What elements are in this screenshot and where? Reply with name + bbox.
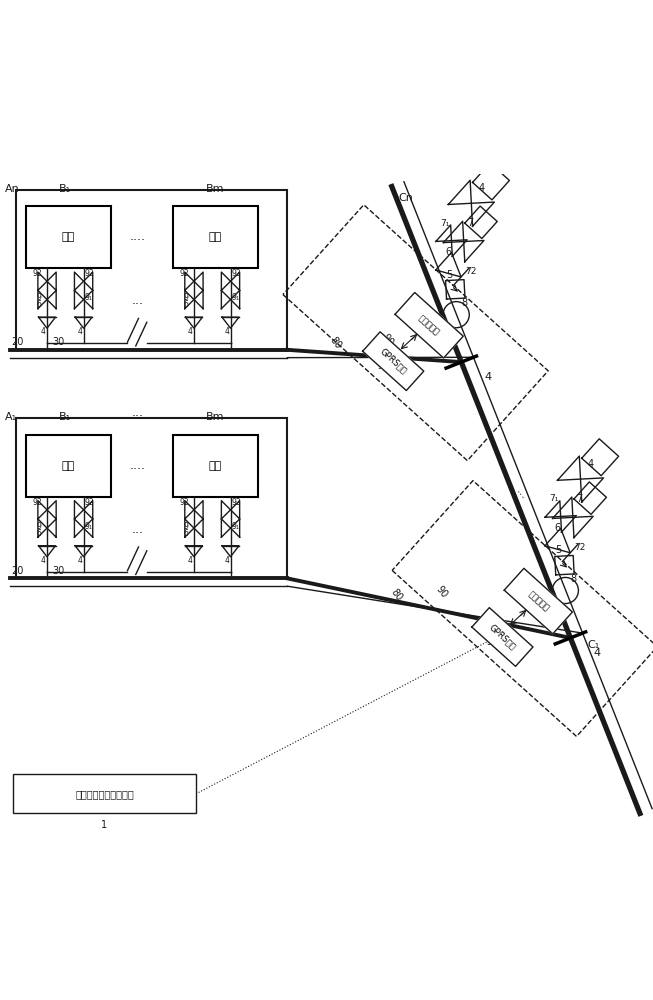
Text: 数据采集器: 数据采集器 (526, 589, 550, 613)
Text: ....: .... (129, 459, 145, 472)
Bar (173, 206, 258, 268)
Text: 9₁: 9₁ (232, 293, 240, 302)
Text: 5: 5 (446, 270, 453, 280)
Bar (173, 435, 258, 497)
Text: 4: 4 (77, 327, 82, 336)
Bar (26, 206, 111, 268)
Text: 20: 20 (11, 337, 24, 347)
Text: 72: 72 (574, 543, 586, 552)
Text: 4: 4 (224, 556, 229, 565)
Text: 92: 92 (179, 269, 189, 278)
Polygon shape (362, 332, 424, 391)
Text: 9: 9 (37, 522, 42, 531)
Text: 9: 9 (37, 293, 42, 302)
Text: 4: 4 (587, 459, 594, 469)
Text: 用户: 用户 (209, 461, 222, 471)
Text: 8: 8 (571, 574, 577, 584)
Text: Bm: Bm (206, 184, 225, 194)
Text: ....: .... (129, 230, 145, 243)
Text: Bm: Bm (206, 412, 225, 422)
Text: 92: 92 (85, 498, 95, 507)
Text: 9₁: 9₁ (85, 293, 93, 302)
Text: 6: 6 (37, 300, 42, 309)
Text: 6: 6 (184, 529, 189, 538)
Text: 4: 4 (484, 372, 491, 382)
Text: 1: 1 (101, 820, 108, 830)
Text: 30: 30 (52, 337, 65, 347)
Text: 7: 7 (577, 494, 582, 504)
Text: B₁: B₁ (59, 184, 71, 194)
Text: ...: ... (131, 406, 143, 419)
Text: 4: 4 (40, 327, 46, 336)
Text: 用户: 用户 (209, 232, 222, 242)
Text: 30: 30 (52, 566, 65, 576)
Polygon shape (472, 608, 533, 666)
Bar (13, 774, 196, 813)
Text: 8: 8 (462, 298, 468, 308)
Bar (16, 418, 287, 578)
Text: 4: 4 (187, 556, 193, 565)
Text: ...: ... (513, 485, 532, 502)
Text: 用户: 用户 (62, 461, 75, 471)
Text: 数据采集器: 数据采集器 (417, 314, 441, 337)
Text: 4: 4 (40, 556, 46, 565)
Text: 4: 4 (224, 327, 229, 336)
Text: 9₁: 9₁ (232, 522, 240, 531)
Text: A₁: A₁ (5, 412, 18, 422)
Text: ...: ... (131, 523, 143, 536)
Text: ...: ... (131, 294, 143, 307)
Bar (26, 435, 111, 497)
Text: 9: 9 (184, 522, 189, 531)
Text: 用户: 用户 (62, 232, 75, 242)
Text: C₁: C₁ (588, 640, 600, 650)
Text: 6: 6 (184, 300, 189, 309)
Text: 4: 4 (187, 327, 193, 336)
Text: 92: 92 (32, 269, 42, 278)
Text: 7₁: 7₁ (549, 494, 559, 503)
Text: 92: 92 (32, 498, 42, 507)
Text: 92: 92 (232, 498, 242, 507)
Text: 6: 6 (445, 247, 451, 257)
Text: B₁: B₁ (59, 412, 71, 422)
Text: 4: 4 (594, 648, 601, 658)
Text: 92: 92 (85, 269, 95, 278)
Text: 2: 2 (522, 593, 528, 603)
Bar (16, 190, 287, 350)
Text: 7: 7 (467, 218, 473, 228)
Text: 92: 92 (179, 498, 189, 507)
Text: 4: 4 (77, 556, 82, 565)
Text: 80: 80 (327, 335, 343, 351)
Text: 4: 4 (478, 183, 484, 193)
Text: Cn: Cn (398, 193, 413, 203)
Text: 3: 3 (377, 361, 383, 371)
Polygon shape (504, 568, 573, 634)
Text: 72: 72 (465, 267, 477, 276)
Text: 90: 90 (434, 584, 450, 600)
Text: GPRS模块: GPRS模块 (487, 623, 518, 651)
Text: 2: 2 (413, 317, 419, 327)
Text: 20: 20 (11, 566, 24, 576)
Text: 9: 9 (184, 293, 189, 302)
Text: 6: 6 (37, 529, 42, 538)
Polygon shape (395, 292, 463, 358)
Text: 7₁: 7₁ (440, 219, 450, 228)
Text: 5: 5 (556, 545, 562, 555)
Text: 6: 6 (554, 523, 561, 533)
Text: 9₁: 9₁ (85, 522, 93, 531)
Text: 90: 90 (379, 332, 395, 348)
Text: 中央调控平衡控制系统: 中央调控平衡控制系统 (75, 789, 134, 799)
Text: 92: 92 (232, 269, 242, 278)
Text: An: An (5, 184, 20, 194)
Text: 80: 80 (389, 587, 404, 603)
Text: GPRS模块: GPRS模块 (378, 347, 408, 375)
Text: 3: 3 (486, 637, 492, 647)
